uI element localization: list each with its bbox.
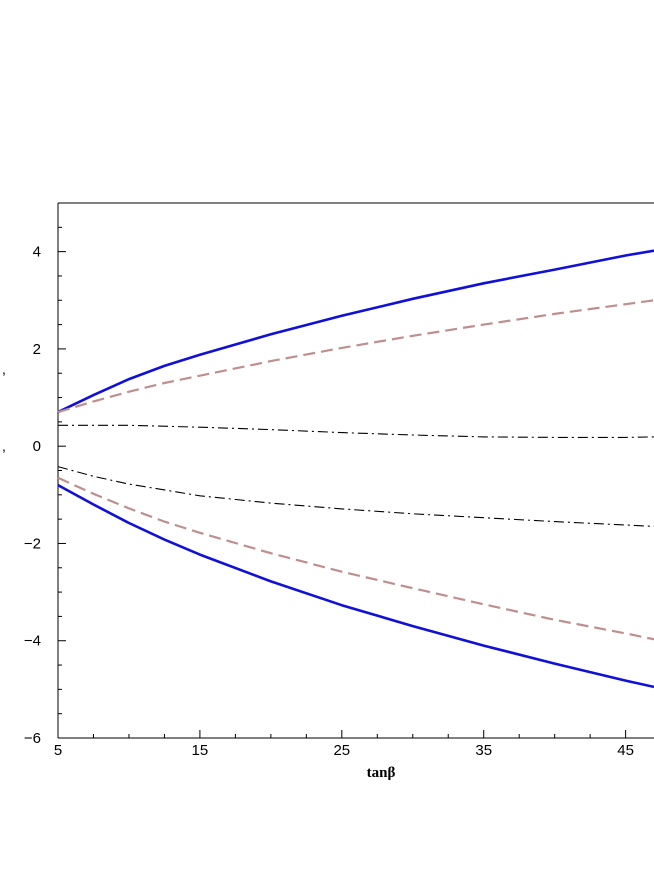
series-line-dashdot-black-upper [58,424,654,438]
y-tick-label: −4 [24,633,41,650]
y-axis-label-fragment: , [2,361,6,377]
x-axis: 5 15 25 35 45 [54,730,634,759]
y-axis-label-fragment: , [2,438,6,454]
y-tick-label: −6 [24,730,41,747]
y-tick-label: 4 [33,244,41,261]
x-tick-label: 35 [475,742,492,759]
x-tick-label: 25 [333,742,350,759]
plot-frame [57,202,654,739]
series-line-dashed-rose-upper [57,299,654,414]
y-axis: −6 −4 −2 0 2 4 [24,202,66,747]
x-tick-label: 5 [54,742,62,759]
series-layer [57,249,654,689]
x-axis-label: tanβ [367,765,396,781]
series-line-solid-blue-lower [57,483,654,689]
y-tick-label: −2 [24,535,41,552]
x-tick-label: 15 [192,742,209,759]
series-line-dashed-rose-lower [57,476,654,641]
series-line-dashdot-black-lower [57,466,654,527]
x-tick-label: 45 [617,742,634,759]
y-tick-label: 2 [33,341,41,358]
y-tick-label: 0 [33,438,41,455]
series-line-solid-blue-upper [57,249,654,414]
